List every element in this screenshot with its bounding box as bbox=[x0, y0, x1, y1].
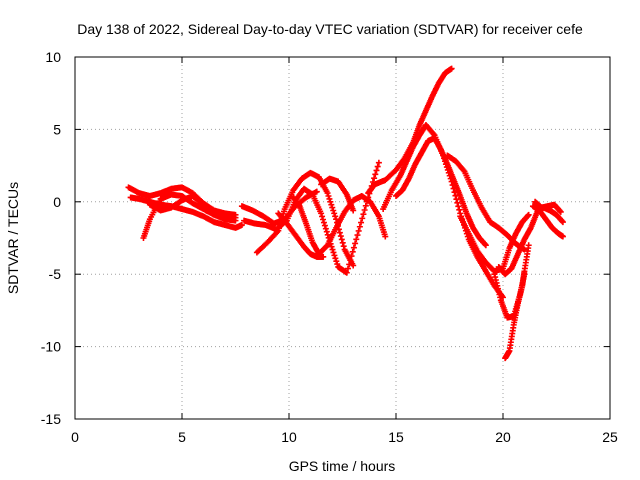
data-point bbox=[323, 228, 330, 235]
data-point bbox=[361, 207, 368, 214]
data-point bbox=[337, 233, 344, 240]
data-point bbox=[352, 240, 359, 247]
data-point bbox=[373, 167, 380, 174]
y-tick-label: -10 bbox=[41, 339, 61, 355]
series-track-17 bbox=[502, 242, 532, 362]
data-point bbox=[374, 163, 381, 170]
data-point bbox=[559, 233, 566, 240]
x-tick-label: 15 bbox=[388, 429, 404, 445]
data-point bbox=[331, 210, 338, 217]
chart-title: Day 138 of 2022, Sidereal Day-to-day VTE… bbox=[77, 21, 583, 37]
data-point bbox=[238, 221, 245, 228]
series-track-19 bbox=[529, 203, 566, 240]
y-axis-label: SDTVAR / TECUs bbox=[5, 182, 21, 294]
data-point bbox=[325, 193, 332, 200]
data-points bbox=[125, 65, 566, 362]
x-tick-label: 25 bbox=[602, 429, 618, 445]
data-point bbox=[334, 261, 341, 268]
data-point bbox=[332, 255, 339, 262]
data-point bbox=[456, 206, 463, 213]
data-point bbox=[350, 262, 357, 269]
data-point bbox=[232, 217, 239, 224]
axes: 0 5 10 15 20 25 -15 -10 -5 0 5 10 bbox=[41, 49, 618, 445]
data-point bbox=[362, 202, 369, 209]
y-tick-label: -5 bbox=[49, 266, 62, 282]
data-point bbox=[355, 227, 362, 234]
data-point bbox=[340, 243, 347, 250]
data-point bbox=[321, 222, 328, 229]
x-tick-label: 5 bbox=[178, 429, 186, 445]
data-point bbox=[319, 213, 326, 220]
data-point bbox=[455, 203, 462, 210]
data-point bbox=[372, 171, 379, 178]
data-point bbox=[343, 269, 350, 276]
data-point bbox=[313, 188, 320, 195]
data-point bbox=[559, 219, 566, 226]
data-point bbox=[525, 211, 532, 218]
x-tick-label: 10 bbox=[281, 429, 297, 445]
data-point bbox=[525, 242, 532, 249]
plot-frame bbox=[74, 56, 611, 420]
data-point bbox=[328, 201, 335, 208]
data-point bbox=[330, 207, 337, 214]
series-track-6 bbox=[241, 159, 382, 276]
data-point bbox=[322, 225, 329, 232]
y-tick-label: 0 bbox=[53, 194, 61, 210]
data-point bbox=[356, 223, 363, 230]
x-tick-label: 0 bbox=[71, 429, 79, 445]
y-tick-label: -15 bbox=[41, 411, 61, 427]
data-point bbox=[324, 231, 331, 238]
data-point bbox=[350, 207, 357, 214]
data-point bbox=[349, 248, 356, 255]
data-point bbox=[482, 242, 489, 249]
data-point bbox=[320, 216, 327, 223]
data-point bbox=[354, 232, 361, 239]
y-tick-label: 10 bbox=[45, 49, 61, 65]
data-point bbox=[329, 204, 336, 211]
data-point bbox=[324, 190, 331, 197]
data-point bbox=[329, 246, 336, 253]
data-point bbox=[382, 233, 389, 240]
data-point bbox=[353, 236, 360, 243]
data-point bbox=[331, 252, 338, 259]
series-track-20 bbox=[532, 198, 564, 215]
data-point bbox=[232, 211, 239, 218]
data-point bbox=[448, 65, 455, 72]
data-point bbox=[453, 196, 460, 203]
x-axis-label: GPS time / hours bbox=[289, 458, 396, 474]
data-point bbox=[330, 249, 337, 256]
x-tick-label: 20 bbox=[495, 429, 511, 445]
data-point bbox=[326, 195, 333, 202]
series-track-7 bbox=[253, 169, 357, 269]
grid bbox=[75, 57, 610, 419]
data-point bbox=[371, 175, 378, 182]
data-point bbox=[336, 229, 343, 236]
data-point bbox=[339, 239, 346, 246]
data-point bbox=[333, 258, 340, 265]
data-point bbox=[338, 236, 345, 243]
data-point bbox=[360, 211, 367, 218]
series-track-9 bbox=[275, 210, 327, 260]
data-point bbox=[454, 199, 461, 206]
data-point bbox=[318, 210, 325, 217]
series-track-13 bbox=[393, 135, 489, 249]
data-point bbox=[557, 208, 564, 215]
data-point bbox=[320, 253, 327, 260]
series-track-4 bbox=[146, 193, 239, 218]
data-point bbox=[359, 215, 366, 222]
data-point bbox=[350, 244, 357, 251]
data-point bbox=[460, 167, 467, 174]
data-point bbox=[332, 213, 339, 220]
data-point bbox=[344, 265, 351, 272]
y-tick-label: 5 bbox=[53, 121, 61, 137]
series-track-10 bbox=[318, 175, 357, 214]
data-point bbox=[375, 159, 382, 166]
data-point bbox=[327, 198, 334, 205]
data-point bbox=[320, 219, 327, 226]
data-point bbox=[358, 219, 365, 226]
